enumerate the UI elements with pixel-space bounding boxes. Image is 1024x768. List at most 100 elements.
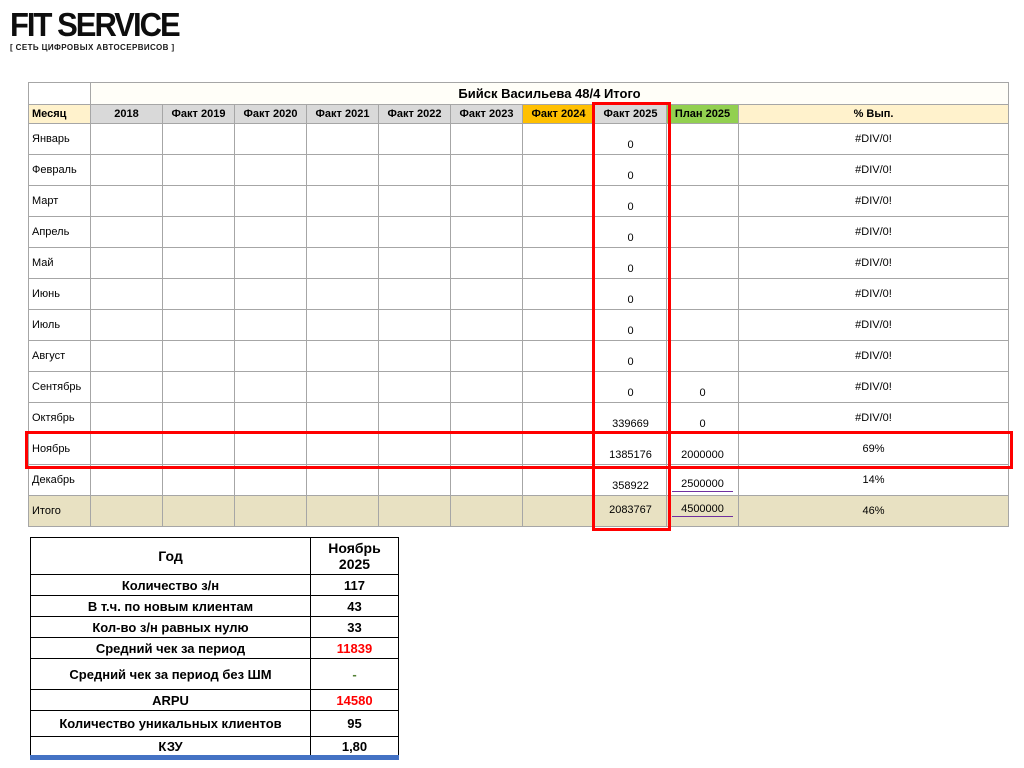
- empty-cell: [450, 309, 523, 341]
- column-header-6: Факт 2023: [450, 104, 523, 124]
- summary-label: Средний чек за период без ШМ: [30, 658, 311, 690]
- table-row-6: Июль 0 #DIV/0!: [28, 309, 1010, 341]
- empty-cell: [450, 216, 523, 248]
- empty-cell: [234, 495, 307, 527]
- empty-cell: [162, 309, 235, 341]
- report-table-body: Январь 0 #DIV/0! Февраль 0 #DIV/0! Март 0 #DIV/0…: [28, 123, 1010, 527]
- empty-cell: [90, 123, 163, 155]
- summary-value: 95: [310, 710, 399, 737]
- summary-header-period: Ноябрь 2025: [310, 537, 399, 575]
- summary-row-6: Количество уникальных клиентов 95: [30, 710, 399, 737]
- column-header-10: % Вып.: [737, 104, 1010, 124]
- empty-cell: [90, 309, 163, 341]
- empty-cell: [162, 247, 235, 279]
- empty-cell: [90, 185, 163, 217]
- empty-cell: [522, 123, 595, 155]
- empty-cell: [306, 216, 379, 248]
- fact-2025-cell: 339669: [594, 402, 667, 434]
- percent-complete-cell: #DIV/0!: [737, 185, 1010, 217]
- empty-cell: [162, 154, 235, 186]
- column-header-3: Факт 2020: [234, 104, 307, 124]
- summary-header-row: Год Ноябрь 2025: [30, 537, 399, 575]
- empty-cell: [522, 371, 595, 403]
- empty-cell: [234, 216, 307, 248]
- plan-2025-cell: 2000000: [666, 433, 739, 465]
- empty-cell: [306, 154, 379, 186]
- fact-2025-cell: 0: [594, 247, 667, 279]
- percent-complete-cell: #DIV/0!: [737, 216, 1010, 248]
- table-row-0: Январь 0 #DIV/0!: [28, 123, 1010, 155]
- plan-2025-cell: 4500000: [666, 495, 739, 527]
- summary-row-7: КЗУ 1,80: [30, 736, 399, 760]
- month-cell: Май: [28, 247, 91, 279]
- empty-cell: [450, 371, 523, 403]
- empty-cell: [450, 185, 523, 217]
- percent-complete-cell: #DIV/0!: [737, 278, 1010, 310]
- summary-row-1: В т.ч. по новым клиентам 43: [30, 595, 399, 617]
- empty-cell: [306, 464, 379, 496]
- summary-value: 11839: [310, 637, 399, 659]
- plan-2025-cell: 2500000: [666, 464, 739, 496]
- table-row-5: Июнь 0 #DIV/0!: [28, 278, 1010, 310]
- month-cell: Июль: [28, 309, 91, 341]
- summary-label: ARPU: [30, 689, 311, 711]
- empty-cell: [522, 278, 595, 310]
- table-row-1: Февраль 0 #DIV/0!: [28, 154, 1010, 186]
- empty-cell: [378, 216, 451, 248]
- empty-cell: [378, 154, 451, 186]
- plan-value-link[interactable]: 4500000: [672, 503, 733, 517]
- fact-2025-cell: 0: [594, 340, 667, 372]
- empty-cell: [90, 154, 163, 186]
- empty-cell: [162, 464, 235, 496]
- empty-cell: [162, 433, 235, 465]
- empty-cell: [450, 247, 523, 279]
- summary-label: Количество уникальных клиентов: [30, 710, 311, 737]
- empty-cell: [90, 371, 163, 403]
- percent-complete-cell: 69%: [737, 433, 1010, 465]
- column-header-8: Факт 2025: [594, 104, 667, 124]
- empty-cell: [90, 216, 163, 248]
- column-header-1: 2018: [90, 104, 163, 124]
- empty-cell: [234, 247, 307, 279]
- empty-cell: [522, 464, 595, 496]
- table-row-10: Ноябрь 1385176 2000000 69%: [28, 433, 1010, 465]
- empty-cell: [378, 340, 451, 372]
- fact-2025-cell: 0: [594, 309, 667, 341]
- title-row: Бийск Васильева 48/4 Итого: [28, 82, 1010, 105]
- table-row-11: Декабрь 358922 2500000 14%: [28, 464, 1010, 496]
- plan-value-link[interactable]: 2500000: [672, 478, 733, 492]
- empty-cell: [450, 340, 523, 372]
- percent-complete-cell: #DIV/0!: [737, 309, 1010, 341]
- fact-2025-cell: 0: [594, 185, 667, 217]
- percent-complete-cell: #DIV/0!: [737, 154, 1010, 186]
- percent-complete-cell: 46%: [737, 495, 1010, 527]
- empty-cell: [90, 464, 163, 496]
- empty-cell: [90, 495, 163, 527]
- month-cell: Ноябрь: [28, 433, 91, 465]
- table-row-12: Итого 2083767 4500000 46%: [28, 495, 1010, 527]
- summary-value: 117: [310, 574, 399, 596]
- empty-cell: [378, 433, 451, 465]
- empty-cell: [162, 185, 235, 217]
- summary-label: В т.ч. по новым клиентам: [30, 595, 311, 617]
- plan-2025-cell: [666, 278, 739, 310]
- percent-complete-cell: #DIV/0!: [737, 371, 1010, 403]
- plan-2025-cell: 0: [666, 402, 739, 434]
- empty-cell: [378, 464, 451, 496]
- empty-cell: [234, 185, 307, 217]
- empty-cell: [522, 216, 595, 248]
- plan-2025-cell: 0: [666, 371, 739, 403]
- fact-2025-cell: 0: [594, 216, 667, 248]
- column-header-9: План 2025: [666, 104, 739, 124]
- empty-cell: [162, 402, 235, 434]
- column-header-4: Факт 2021: [306, 104, 379, 124]
- percent-complete-cell: #DIV/0!: [737, 123, 1010, 155]
- empty-cell: [306, 123, 379, 155]
- summary-label: КЗУ: [30, 736, 311, 760]
- empty-cell: [306, 402, 379, 434]
- empty-cell: [90, 433, 163, 465]
- empty-cell: [450, 433, 523, 465]
- fact-2025-cell: 0: [594, 371, 667, 403]
- month-cell: Январь: [28, 123, 91, 155]
- empty-cell: [378, 495, 451, 527]
